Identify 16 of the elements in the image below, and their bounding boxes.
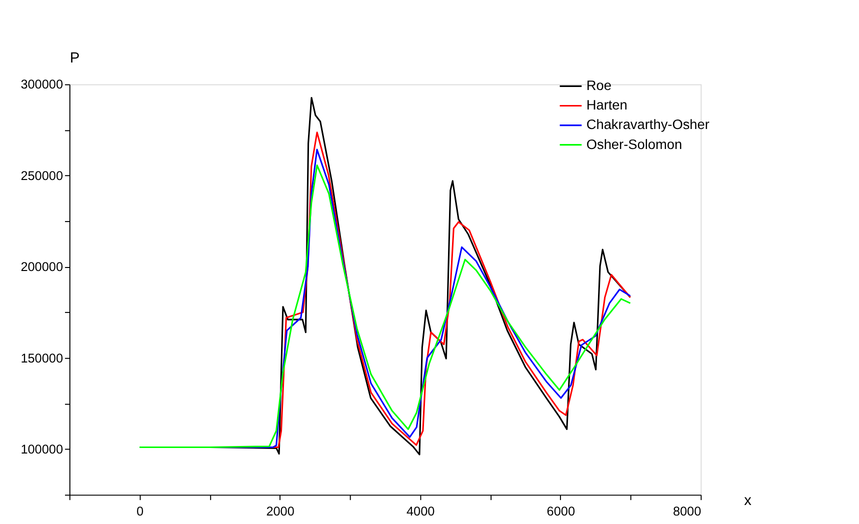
- y-tick-label: 300000: [20, 78, 64, 92]
- legend-label: Osher-Solomon: [586, 136, 682, 152]
- y-tick-label: 150000: [20, 351, 64, 366]
- y-tick-label: 100000: [20, 442, 64, 456]
- x-tick-label: 8000: [672, 504, 702, 519]
- y-tick-label: 250000: [20, 168, 64, 183]
- x-tick-label: 6000: [546, 504, 576, 519]
- legend-label: Roe: [586, 78, 612, 94]
- y-axis-title: P: [70, 50, 80, 66]
- legend-label: Harten: [586, 98, 628, 113]
- x-tick-label: 4000: [406, 504, 435, 519]
- x-axis-title: x: [744, 492, 752, 509]
- y-tick-label: 200000: [20, 260, 64, 274]
- x-tick-label: 0: [136, 504, 144, 519]
- x-tick-label: 2000: [266, 504, 294, 519]
- legend-label: Chakravarthy-Osher: [586, 117, 710, 132]
